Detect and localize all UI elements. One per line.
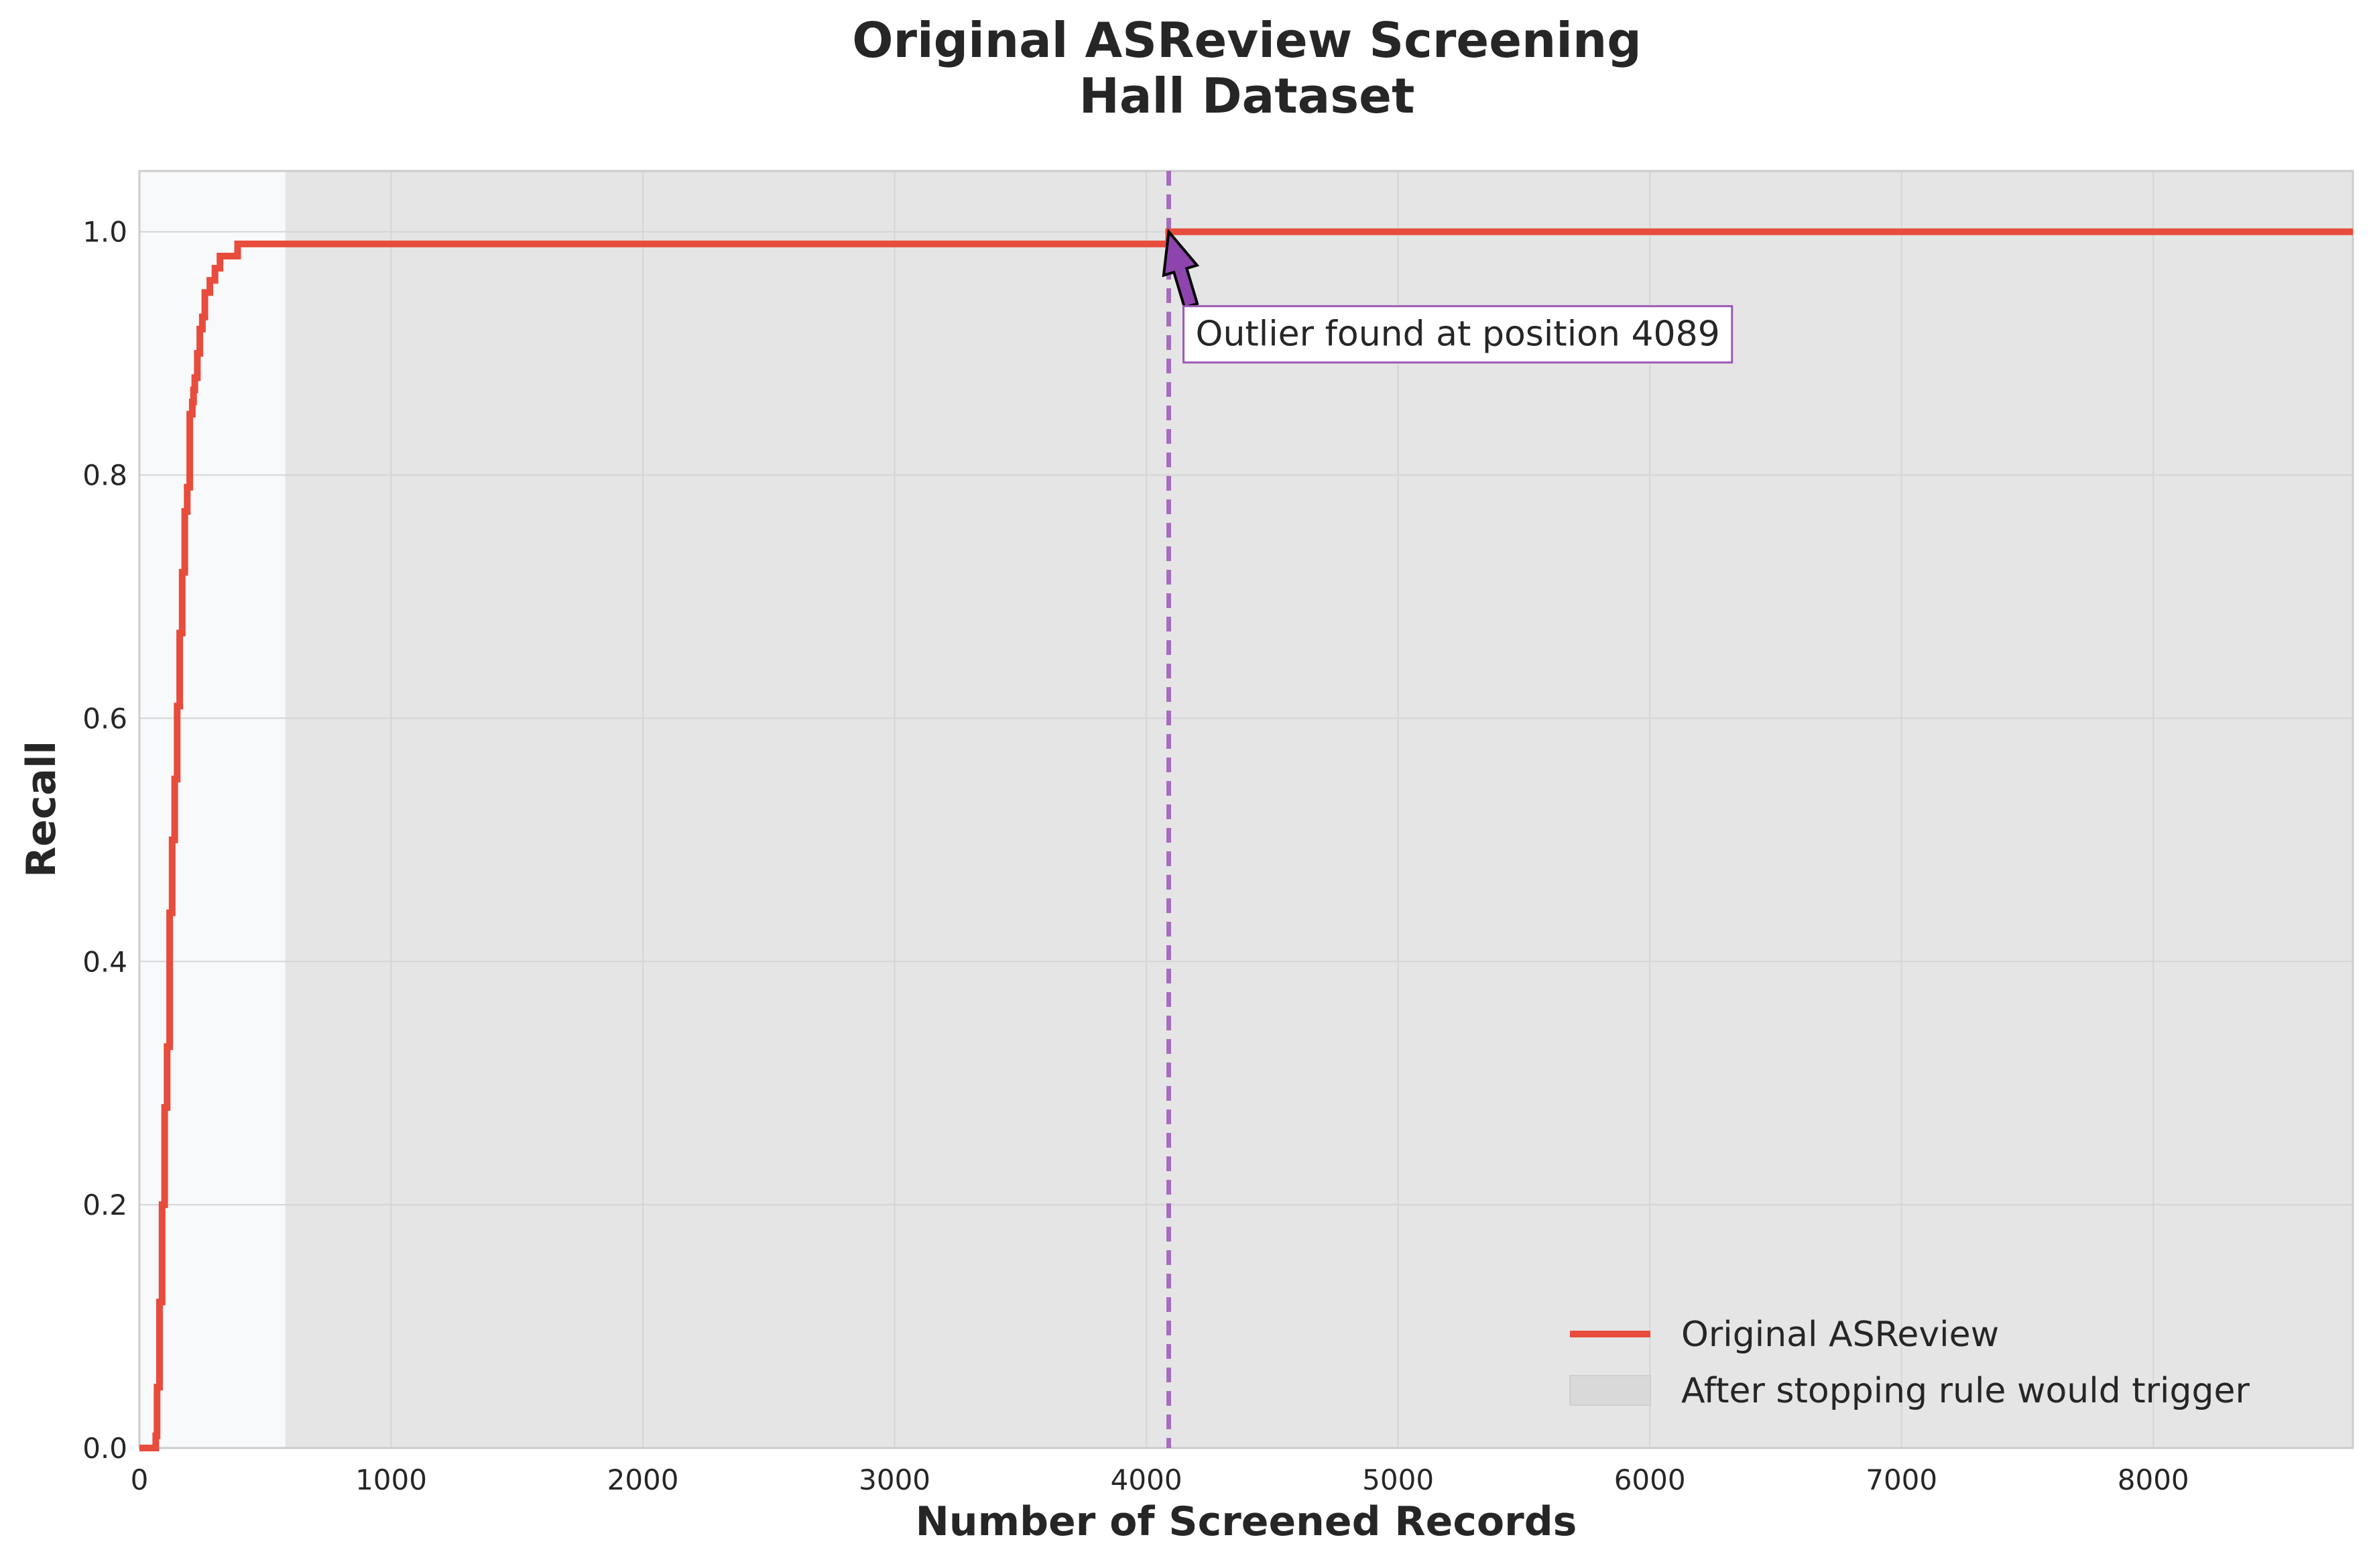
- x-tick-label: 4000: [1111, 1463, 1182, 1496]
- x-tick-label: 5000: [1362, 1463, 1434, 1496]
- legend-label-original-asreview: Original ASReview: [1681, 1315, 1999, 1355]
- chart-subtitle: Hall Dataset: [1079, 68, 1415, 124]
- grid-lines: [139, 171, 2353, 1449]
- y-tick-label: 0.0: [82, 1432, 127, 1465]
- x-tick-label: 2000: [607, 1463, 679, 1496]
- legend-marker-shaded-region: [1569, 1375, 1651, 1406]
- shaded-region-after-stopping: [285, 171, 2353, 1448]
- x-tick-label: 0: [131, 1463, 149, 1496]
- chart-title: Original ASReview Screening: [852, 12, 1642, 68]
- x-tick-label: 7000: [1866, 1463, 1937, 1496]
- y-axis-ticks: 0.0 0.2 0.4 0.6 0.8 1.0: [82, 216, 127, 1465]
- legend: Original ASReview After stopping rule wo…: [1569, 1315, 2250, 1411]
- y-tick-label: 0.2: [82, 1189, 127, 1221]
- x-axis-label: Number of Screened Records: [916, 1498, 1577, 1545]
- x-tick-label: 3000: [859, 1463, 930, 1496]
- plot-frame: [138, 170, 2354, 1449]
- plot-area: [138, 170, 2354, 1451]
- series-line-original-asreview: [139, 228, 2353, 1451]
- y-tick-label: 0.4: [82, 945, 127, 978]
- y-axis-label: Recall: [18, 741, 65, 878]
- outlier-annotation: Outlier found at position 4089: [1162, 228, 1733, 364]
- x-axis-ticks: 0 1000 2000 3000 4000 5000 6000 7000 8000: [131, 1463, 2189, 1496]
- x-tick-label: 1000: [355, 1463, 427, 1496]
- y-tick-label: 0.6: [82, 702, 127, 735]
- legend-label-shaded-region: After stopping rule would trigger: [1681, 1371, 2250, 1411]
- annotation-text: Outlier found at position 4089: [1196, 314, 1720, 355]
- y-tick-label: 0.8: [82, 459, 127, 492]
- y-tick-label: 1.0: [82, 216, 127, 249]
- x-tick-label: 6000: [1614, 1463, 1686, 1496]
- annotation-box: [1182, 305, 1733, 364]
- x-tick-label: 8000: [2118, 1463, 2189, 1496]
